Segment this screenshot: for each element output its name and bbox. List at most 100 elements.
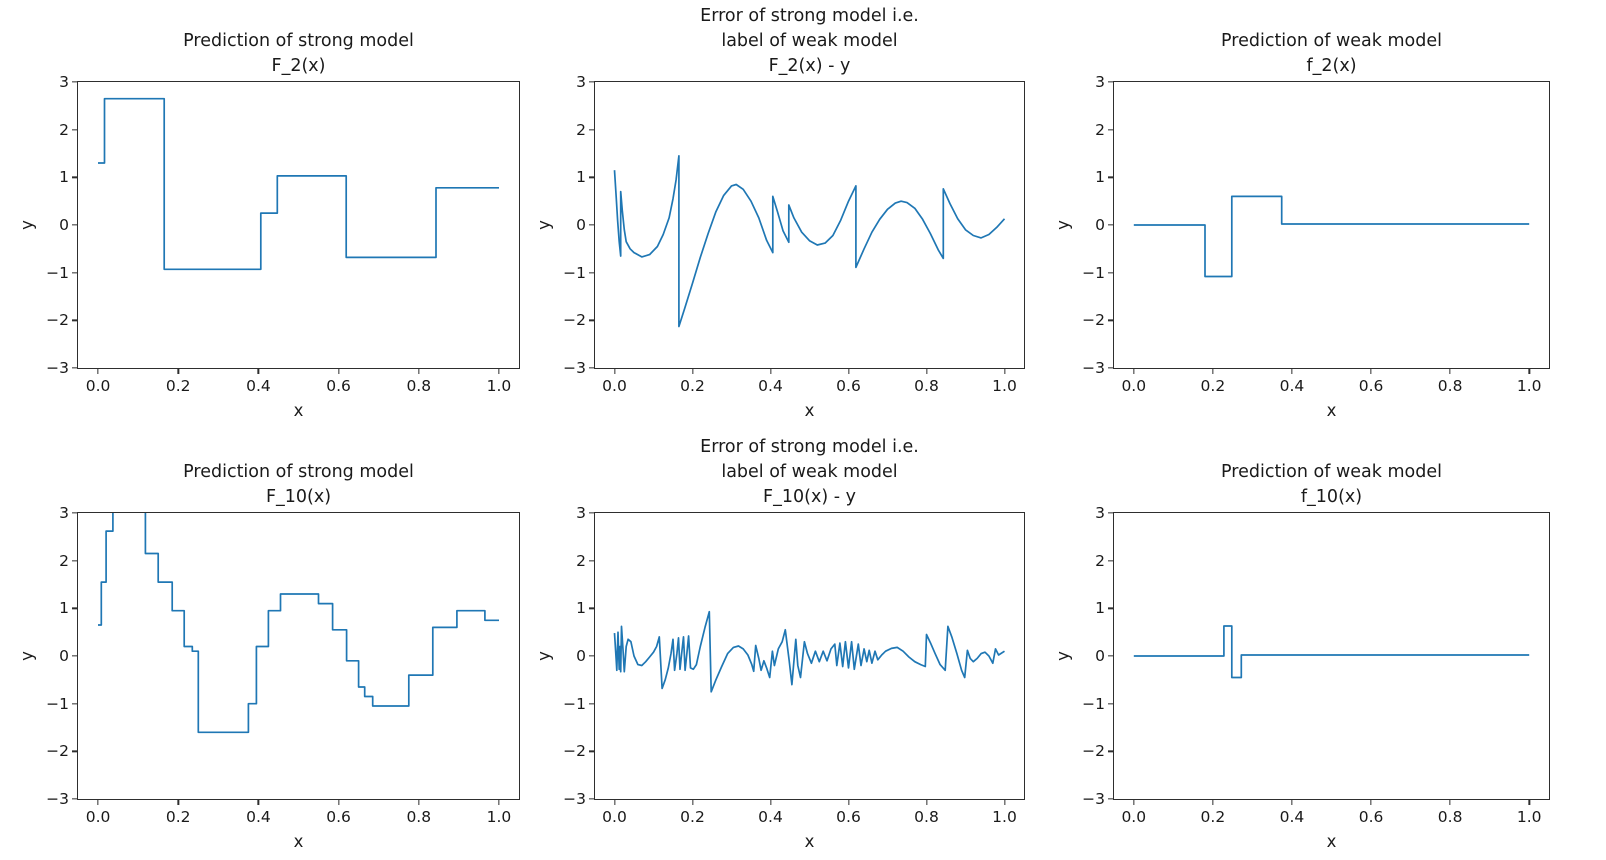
x-tick-mark (1291, 369, 1293, 374)
x-tick-mark (418, 369, 420, 374)
subplot-error-strong-model-F10: Error of strong model i.e. label of weak … (535, 437, 1025, 851)
y-tick-mark (589, 512, 594, 514)
y-tick-label: −2 (46, 311, 69, 330)
x-tick-label: 0.2 (680, 808, 705, 826)
x-tick-mark (418, 800, 420, 805)
data-line (1133, 195, 1530, 278)
y-tick-label: −2 (1082, 311, 1105, 330)
x-tick-label: 0.0 (85, 808, 111, 826)
x-tick-mark (97, 800, 99, 805)
x-tick-mark (1212, 800, 1214, 805)
y-tick-mark (589, 607, 594, 609)
x-tick-mark (1133, 800, 1135, 805)
y-tick-mark (1108, 607, 1113, 609)
y-tick-mark (589, 655, 594, 657)
y-tick-mark (1108, 655, 1113, 657)
x-tick-mark (1212, 369, 1214, 374)
y-tick-label: 0 (1095, 216, 1105, 234)
y-tick-label: 1 (576, 599, 586, 618)
plot-title-line: Prediction of strong model (183, 31, 414, 51)
x-tick-mark (1528, 800, 1530, 805)
x-tick-label: 0.4 (1279, 808, 1305, 826)
y-tick-mark (1108, 81, 1113, 83)
y-axis-label: y (1053, 220, 1073, 230)
plot-title-line: f_10(x) (1300, 487, 1363, 507)
x-tick-label: 0.0 (602, 808, 627, 826)
y-tick-mark (1108, 750, 1113, 752)
x-tick-label: 0.8 (1437, 377, 1463, 395)
y-tick-label: −1 (1082, 694, 1105, 713)
y-tick-label: −3 (563, 790, 586, 808)
x-tick-mark (847, 800, 850, 805)
x-tick-label: 0.0 (602, 377, 627, 395)
y-tick-label: −3 (1082, 790, 1105, 808)
plot-title-line: F_2(x) - y (768, 56, 851, 76)
y-tick-label: 2 (59, 120, 69, 139)
y-tick-label: 2 (59, 551, 69, 570)
y-tick-label: 3 (576, 504, 586, 522)
plot-area (98, 513, 499, 734)
y-tick-mark (1108, 798, 1113, 800)
x-tick-label: 0.0 (1121, 377, 1147, 395)
x-tick-label: 0.2 (1200, 808, 1226, 826)
y-tick-label: −1 (46, 694, 69, 713)
subplot-error-strong-model-F2: Error of strong model i.e. label of weak … (535, 6, 1025, 420)
x-tick-mark (769, 369, 772, 374)
y-tick-mark (72, 607, 77, 609)
x-tick-mark (613, 800, 616, 805)
y-tick-mark (589, 176, 594, 178)
x-tick-mark (691, 800, 694, 805)
y-tick-mark (72, 798, 77, 800)
x-tick-label: 0.6 (1358, 808, 1384, 826)
y-tick-mark (1108, 319, 1113, 321)
y-tick-label: 3 (1095, 73, 1105, 91)
x-axis-label: x (804, 832, 815, 851)
y-tick-mark (72, 272, 77, 274)
x-tick-mark (613, 369, 616, 374)
x-tick-label: 1.0 (992, 808, 1017, 826)
x-tick-mark (97, 369, 99, 374)
x-tick-label: 0.6 (1358, 377, 1384, 395)
x-tick-label: 0.4 (246, 377, 271, 395)
plot-title-line: F_10(x) (265, 487, 332, 507)
y-tick-label: −1 (563, 694, 586, 713)
y-tick-label: 0 (59, 216, 69, 234)
y-tick-label: 1 (1095, 599, 1105, 618)
plot-title: Error of strong model i.e. label of weak … (535, 435, 1084, 510)
y-axis-label: y (17, 220, 37, 230)
y-tick-label: −1 (1082, 263, 1105, 282)
x-axis-label: x (1326, 401, 1337, 420)
x-tick-mark (1133, 369, 1135, 374)
x-tick-mark (257, 800, 260, 805)
x-tick-label: 0.4 (246, 808, 271, 826)
x-tick-mark (1528, 369, 1530, 374)
y-tick-mark (72, 655, 77, 657)
y-tick-label: 1 (1095, 168, 1105, 187)
y-tick-label: −2 (563, 311, 586, 330)
x-tick-mark (498, 369, 500, 374)
x-tick-label: 0.6 (836, 808, 861, 826)
plot-area (98, 97, 499, 271)
y-tick-mark (589, 319, 594, 321)
y-tick-mark (1108, 367, 1113, 369)
x-tick-label: 0.8 (1437, 808, 1463, 826)
y-tick-mark (72, 176, 77, 178)
plot-title-line: F_2(x) (271, 56, 326, 76)
y-tick-mark (589, 703, 594, 705)
y-tick-label: 2 (1095, 120, 1105, 139)
x-tick-mark (337, 369, 340, 374)
y-tick-mark (589, 81, 594, 83)
x-tick-mark (1003, 369, 1006, 374)
x-tick-label: 0.0 (1121, 808, 1147, 826)
y-tick-label: 3 (576, 73, 586, 91)
plot-title: Prediction of weak model f_2(x) (1054, 29, 1606, 79)
y-tick-mark (589, 272, 594, 274)
y-tick-mark (589, 367, 594, 369)
y-tick-label: −1 (563, 263, 586, 282)
y-tick-mark (72, 81, 77, 83)
y-tick-label: −2 (46, 742, 69, 761)
plot-title-line: Prediction of strong model (183, 462, 414, 482)
x-axis-label: x (1326, 832, 1337, 851)
x-tick-label: 0.6 (326, 808, 351, 826)
x-tick-label: 0.6 (836, 377, 861, 395)
